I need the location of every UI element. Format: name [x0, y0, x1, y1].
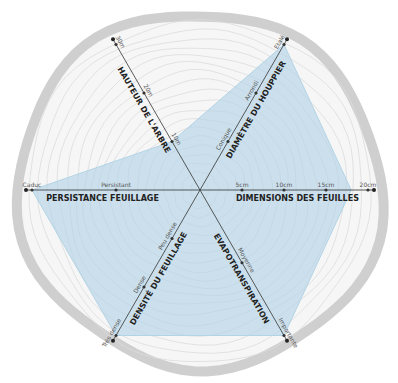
- svg-text:Arrondi: Arrondi: [243, 79, 260, 102]
- svg-text:20m: 20m: [142, 83, 155, 98]
- svg-text:EVAPOTRANSPIRATION: EVAPOTRANSPIRATION: [212, 232, 271, 325]
- svg-text:DIAMÈTRE DU HOUPPIER: DIAMÈTRE DU HOUPPIER: [223, 58, 288, 160]
- svg-text:Persistant: Persistant: [101, 181, 131, 188]
- svg-text:30m: 30m: [114, 34, 127, 49]
- svg-text:HAUTEUR DE L'ARBRE: HAUTEUR DE L'ARBRE: [116, 65, 173, 154]
- svg-text:5cm: 5cm: [236, 181, 249, 188]
- svg-text:PERSISTANCE FEUILLAGE: PERSISTANCE FEUILLAGE: [46, 194, 159, 203]
- svg-text:Peu dense: Peu dense: [156, 220, 178, 251]
- svg-text:10m: 10m: [170, 131, 183, 146]
- svg-text:DIMENSIONS DES FEUILLES: DIMENSIONS DES FEUILLES: [236, 194, 359, 203]
- svg-text:Etalé: Etalé: [272, 33, 286, 50]
- svg-text:15cm: 15cm: [318, 181, 335, 188]
- svg-text:Importante: Importante: [277, 317, 301, 350]
- svg-text:Moyenne: Moyenne: [236, 246, 257, 274]
- svg-text:Conique: Conique: [214, 126, 233, 152]
- svg-text:Caduc: Caduc: [23, 181, 42, 188]
- svg-text:Dense: Dense: [131, 274, 147, 294]
- svg-text:DENSITÉ DU FEUILLAGE: DENSITÉ DU FEUILLAGE: [127, 229, 190, 326]
- svg-text:20cm: 20cm: [360, 181, 377, 188]
- svg-text:Très dense: Très dense: [100, 317, 123, 349]
- svg-text:10cm: 10cm: [276, 181, 293, 188]
